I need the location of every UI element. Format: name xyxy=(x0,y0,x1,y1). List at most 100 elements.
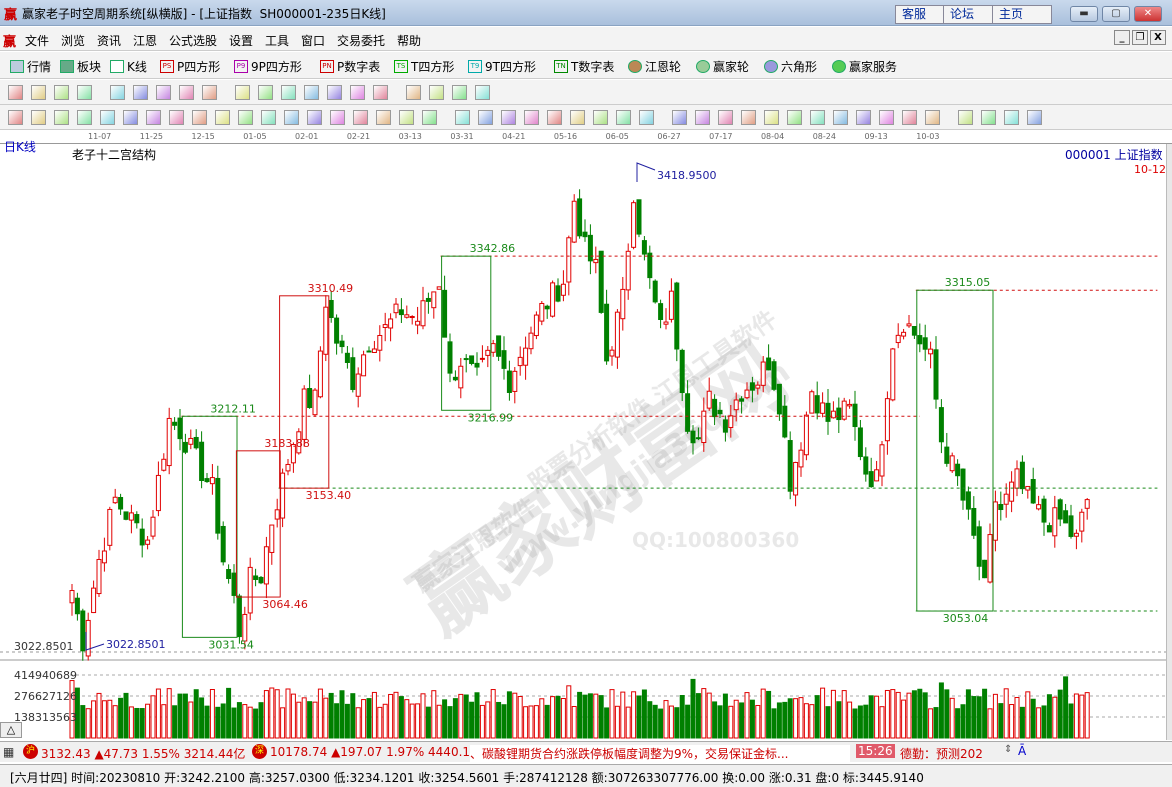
collapse-triangle-button[interactable]: △ xyxy=(0,722,22,738)
tool-icon[interactable] xyxy=(501,110,516,125)
mdi-restore-button[interactable]: ❐ xyxy=(1132,30,1148,45)
tool-icon[interactable] xyxy=(215,110,230,125)
tool-icon[interactable] xyxy=(406,85,421,100)
tool-icon[interactable] xyxy=(639,110,654,125)
menu-help[interactable]: 帮助 xyxy=(397,34,422,48)
tool-icon[interactable] xyxy=(856,110,871,125)
tool-icon[interactable] xyxy=(616,110,631,125)
tool-icon[interactable] xyxy=(570,110,585,125)
toolbar-item-2[interactable]: K线 xyxy=(110,58,147,75)
tool-icon[interactable] xyxy=(110,85,125,100)
toolbar-item-10[interactable]: 赢家轮 xyxy=(696,58,749,75)
tool-icon[interactable] xyxy=(261,110,276,125)
tool-icon[interactable] xyxy=(810,110,825,125)
tool-icon[interactable] xyxy=(475,85,490,100)
chart-scrollbar[interactable] xyxy=(1166,144,1172,740)
menu-file[interactable]: 文件 xyxy=(25,34,50,48)
minimize-button[interactable]: ▬ xyxy=(1070,6,1098,22)
tool-icon[interactable] xyxy=(307,110,322,125)
toolbar-item-8[interactable]: TN T数字表 xyxy=(554,58,614,75)
tool-icon[interactable] xyxy=(981,110,996,125)
toolbar-item-6[interactable]: TS T四方形 xyxy=(394,58,454,75)
menu-tools[interactable]: 工具 xyxy=(265,34,290,48)
tool-icon[interactable] xyxy=(8,110,23,125)
tool-icon[interactable] xyxy=(399,110,414,125)
tool-icon[interactable] xyxy=(146,110,161,125)
tool-icon[interactable] xyxy=(373,85,388,100)
tool-icon[interactable] xyxy=(1004,110,1019,125)
tool-icon[interactable] xyxy=(235,85,250,100)
mdi-close-button[interactable]: X xyxy=(1150,30,1166,45)
tool-icon[interactable] xyxy=(169,110,184,125)
toolbar-item-11[interactable]: 六角形 xyxy=(764,58,817,75)
tool-icon[interactable] xyxy=(31,85,46,100)
tool-icon[interactable] xyxy=(133,85,148,100)
tool-icon[interactable] xyxy=(77,110,92,125)
tool-icon[interactable] xyxy=(100,110,115,125)
tool-icon[interactable] xyxy=(304,85,319,100)
menu-settings[interactable]: 设置 xyxy=(229,34,254,48)
tool-icon[interactable] xyxy=(192,110,207,125)
homepage-button[interactable]: 主页 xyxy=(992,5,1052,24)
menu-browse[interactable]: 浏览 xyxy=(61,34,86,48)
tool-icon[interactable] xyxy=(718,110,733,125)
tool-icon[interactable] xyxy=(422,110,437,125)
tool-icon[interactable] xyxy=(524,110,539,125)
forum-button[interactable]: 论坛 xyxy=(943,5,1003,24)
tool-icon[interactable] xyxy=(695,110,710,125)
tool-icon[interactable] xyxy=(202,85,217,100)
tool-icon[interactable] xyxy=(284,110,299,125)
menu-trade[interactable]: 交易委托 xyxy=(337,34,386,48)
tool-icon[interactable] xyxy=(350,85,365,100)
alert-icon[interactable]: Ā xyxy=(1018,744,1027,758)
tool-icon[interactable] xyxy=(8,85,23,100)
tool-icon[interactable] xyxy=(741,110,756,125)
tool-icon[interactable] xyxy=(429,85,444,100)
tool-icon[interactable] xyxy=(77,85,92,100)
tool-icon[interactable] xyxy=(54,110,69,125)
scroll-arrows-icon[interactable]: ⇕ xyxy=(1004,744,1013,755)
tool-icon[interactable] xyxy=(179,85,194,100)
tool-icon[interactable] xyxy=(902,110,917,125)
news-ticker[interactable]: 、碳酸锂期货合约涨跌停板幅度调整为9%，交易保证金标... xyxy=(470,745,850,762)
tool-icon[interactable] xyxy=(547,110,562,125)
tool-icon[interactable] xyxy=(478,110,493,125)
tool-icon[interactable] xyxy=(281,85,296,100)
tool-icon[interactable] xyxy=(879,110,894,125)
toolbar-item-9[interactable]: 江恩轮 xyxy=(628,58,681,75)
tool-icon[interactable] xyxy=(330,110,345,125)
tool-icon[interactable] xyxy=(958,110,973,125)
tool-icon[interactable] xyxy=(764,110,779,125)
toolbar-item-0[interactable]: 行情 xyxy=(10,58,51,75)
menu-news[interactable]: 资讯 xyxy=(97,34,122,48)
tool-icon[interactable] xyxy=(327,85,342,100)
tool-icon[interactable] xyxy=(787,110,802,125)
tool-icon[interactable] xyxy=(156,85,171,100)
news-ticker-2[interactable]: 德勤：预测202 xyxy=(900,747,983,761)
tool-icon[interactable] xyxy=(1027,110,1042,125)
tool-icon[interactable] xyxy=(238,110,253,125)
toolbar-item-4[interactable]: P9 9P四方形 xyxy=(234,58,302,75)
toolbar-item-12[interactable]: 赢家服务 xyxy=(832,58,897,75)
tool-icon[interactable] xyxy=(258,85,273,100)
tool-icon[interactable] xyxy=(455,110,470,125)
tool-icon[interactable] xyxy=(593,110,608,125)
tool-icon[interactable] xyxy=(925,110,940,125)
tool-icon[interactable] xyxy=(452,85,467,100)
toolbar-item-3[interactable]: PS P四方形 xyxy=(160,58,220,75)
toolbar-item-7[interactable]: T9 9T四方形 xyxy=(468,58,536,75)
tool-icon[interactable] xyxy=(376,110,391,125)
grid-icon[interactable]: ▦ xyxy=(3,745,15,759)
tool-icon[interactable] xyxy=(672,110,687,125)
toolbar-item-5[interactable]: PN P数字表 xyxy=(320,58,380,75)
toolbar-item-1[interactable]: 板块 xyxy=(60,58,101,75)
tool-icon[interactable] xyxy=(31,110,46,125)
menu-window[interactable]: 窗口 xyxy=(301,34,326,48)
kline-chart[interactable]: 3212.11 3031.54 3183.88 3064.46 3310.49 3153.… xyxy=(0,0,1172,740)
maximize-button[interactable]: ▢ xyxy=(1102,6,1130,22)
tool-icon[interactable] xyxy=(123,110,138,125)
menu-formula[interactable]: 公式选股 xyxy=(169,34,218,48)
tool-icon[interactable] xyxy=(54,85,69,100)
menu-gann[interactable]: 江恩 xyxy=(133,34,158,48)
mdi-minimize-button[interactable]: _ xyxy=(1114,30,1130,45)
